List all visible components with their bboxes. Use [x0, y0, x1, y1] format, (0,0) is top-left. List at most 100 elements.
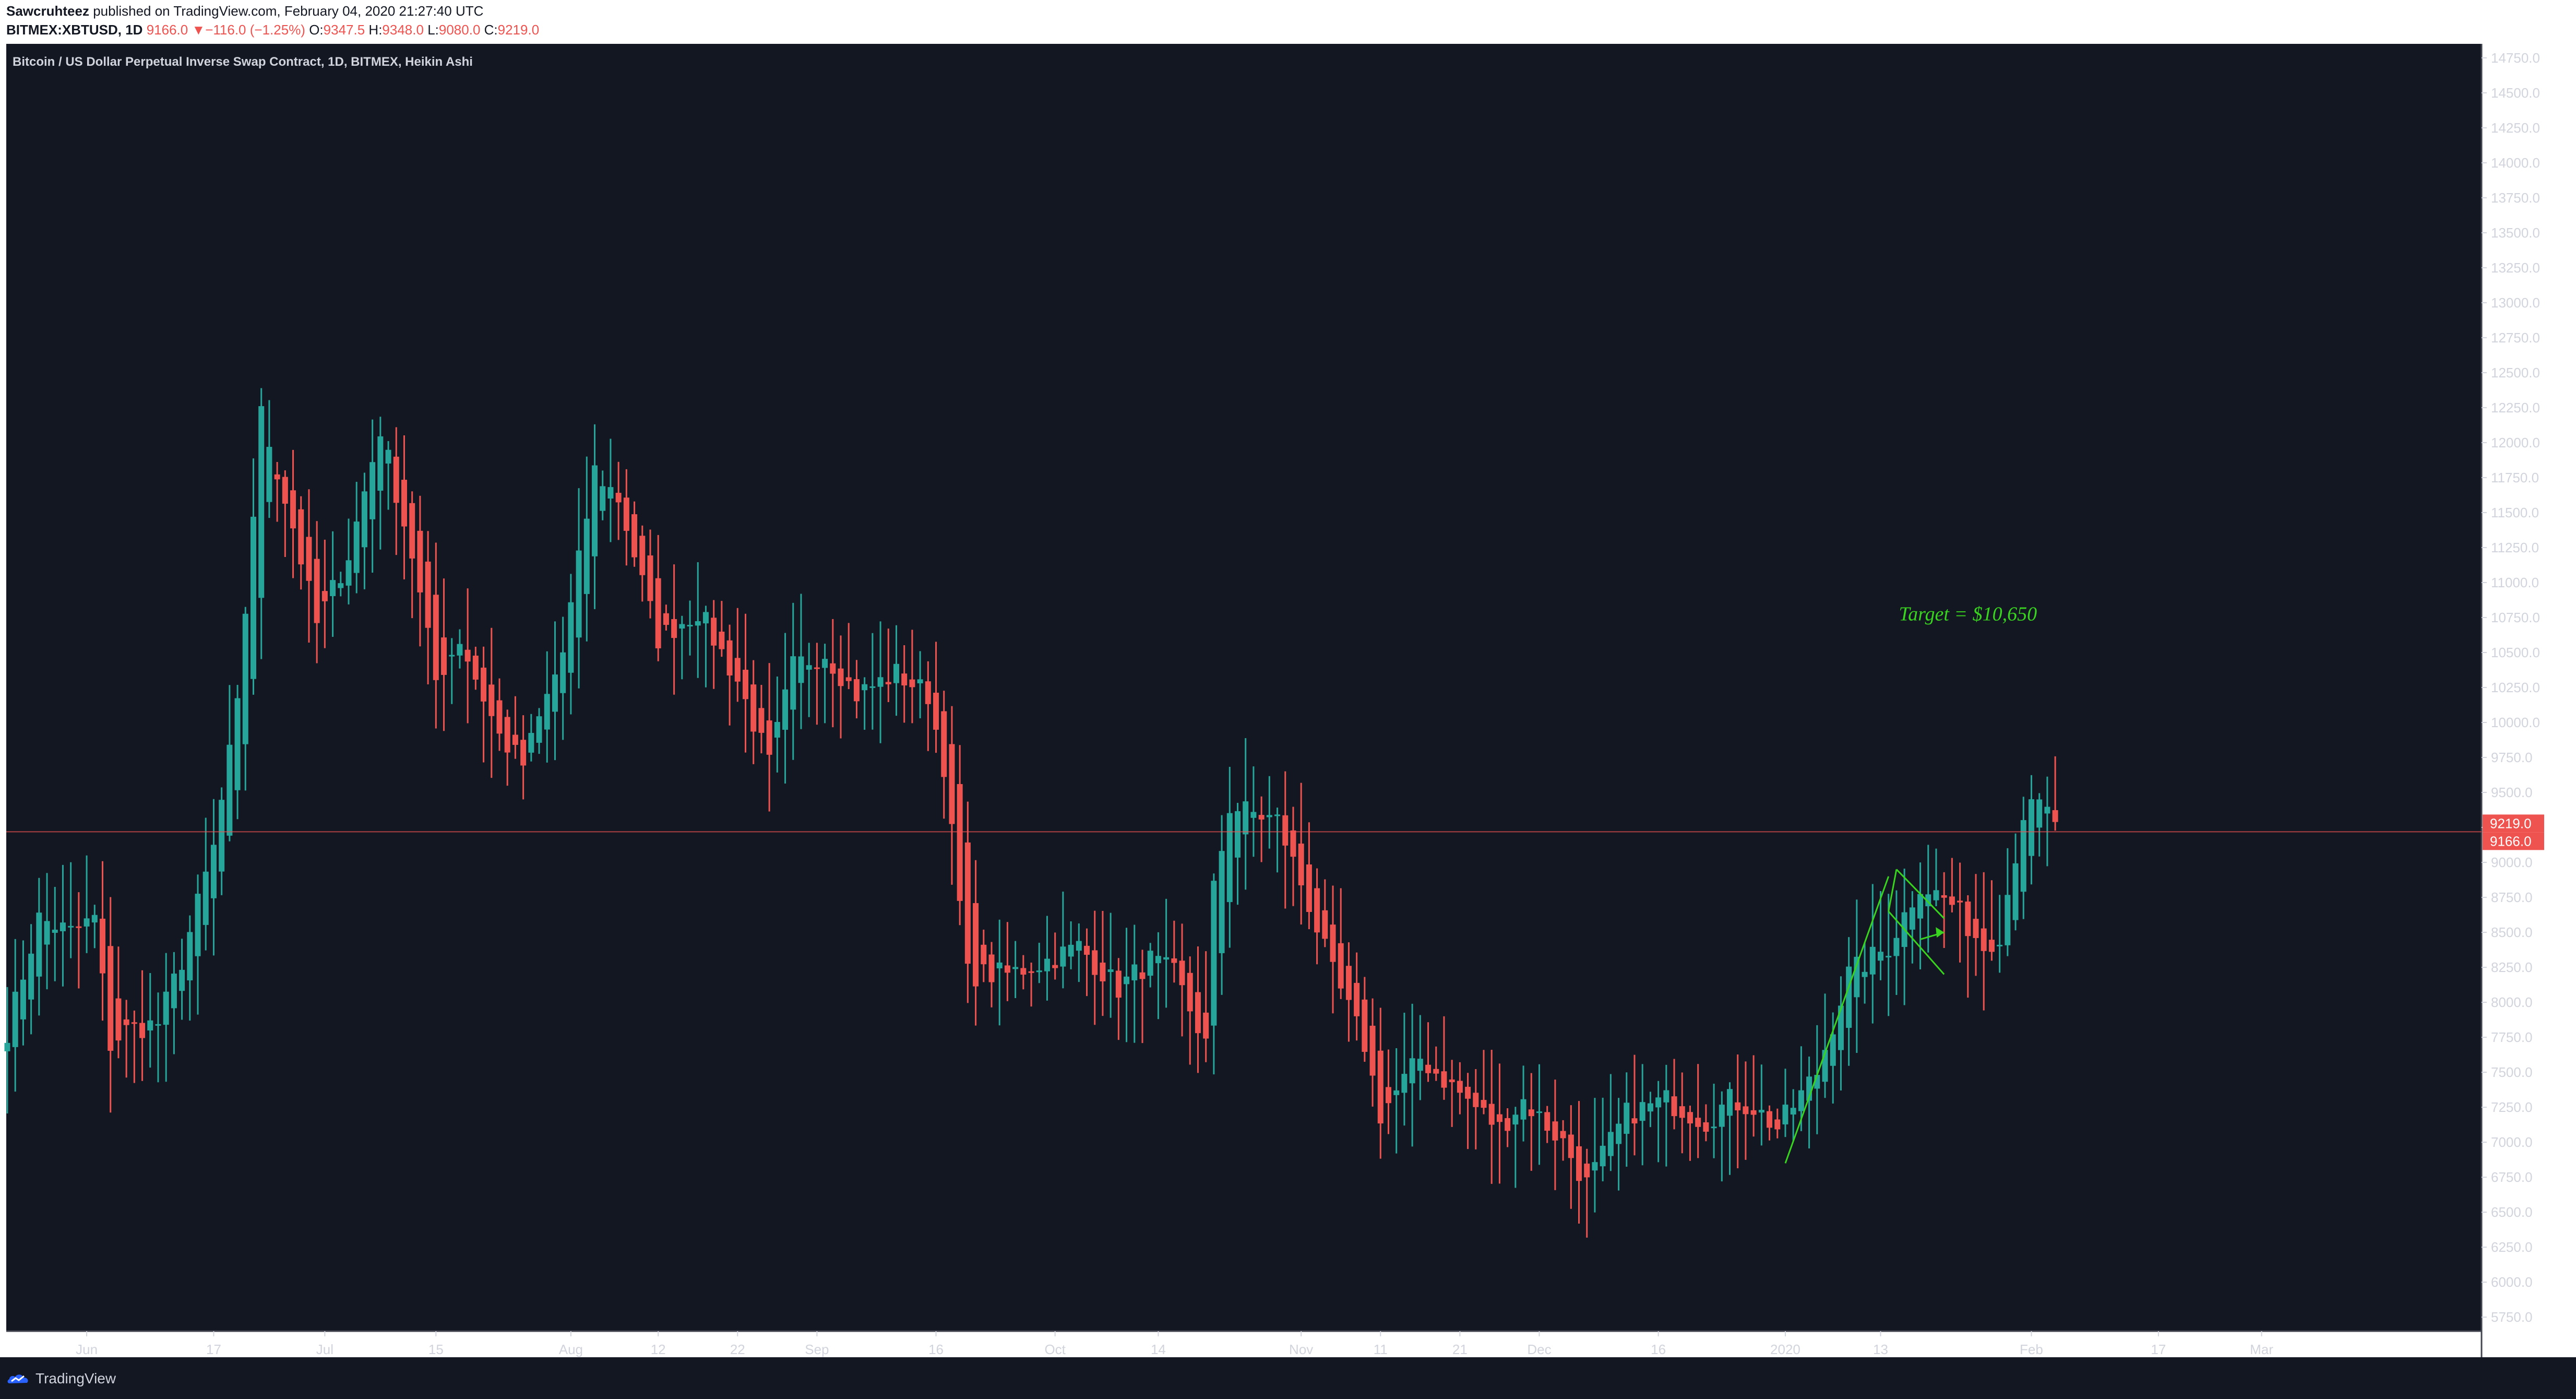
candle-body: [1774, 1119, 1781, 1130]
symbol-label[interactable]: BITMEX:XBTUSD, 1D: [6, 22, 143, 38]
target-annotation[interactable]: Target = $10,650: [1899, 603, 2037, 625]
candle-body: [377, 436, 384, 491]
grid-layer: [6, 44, 2483, 1357]
y-tick-label: 6000.0: [2491, 1274, 2533, 1290]
chart-frame: [6, 44, 2481, 1331]
candle-body: [1544, 1112, 1551, 1131]
candle-body: [306, 537, 312, 581]
tradingview-logo[interactable]: TradingView: [6, 1370, 116, 1387]
candle-body: [1877, 952, 1883, 961]
candle-body: [782, 689, 789, 730]
candle-body: [1345, 966, 1352, 1000]
candle-body: [496, 700, 503, 734]
candle-body: [250, 516, 256, 679]
candle-body: [338, 583, 344, 588]
candle-body: [1933, 890, 1939, 900]
candle-body: [1377, 1050, 1384, 1124]
candle-body: [592, 465, 598, 556]
candle-body: [1536, 1111, 1542, 1113]
candle-body: [1457, 1081, 1463, 1093]
candle-body: [1234, 811, 1241, 858]
candle-body: [1322, 910, 1328, 939]
time-axis[interactable]: Jun 17 Jul 15 Aug 12 22 Sep 16 Oct 14 Nov 11 21 Dec 16 2…: [76, 1331, 2273, 1357]
candle-body: [2020, 820, 2026, 892]
candle-body: [298, 509, 304, 565]
candle-body: [655, 578, 661, 648]
candle-body: [1798, 1090, 1804, 1111]
candle-body: [996, 962, 1003, 969]
candle-body: [52, 929, 58, 933]
candle-body: [1409, 1058, 1415, 1084]
candle-body: [1767, 1111, 1773, 1128]
y-tick-label: 7000.0: [2491, 1134, 2533, 1150]
candle-body: [171, 974, 177, 1009]
candle-body: [1663, 1090, 1669, 1102]
candle-body: [417, 530, 423, 592]
candle-body: [1100, 963, 1106, 981]
candle-body: [1616, 1123, 1622, 1144]
candle-body: [1822, 1050, 1828, 1082]
candle-body: [321, 591, 328, 601]
candle-body: [1997, 944, 2003, 946]
candle-body: [266, 447, 272, 502]
candle-body: [409, 503, 415, 559]
y-tick-label: 9000.0: [2491, 855, 2533, 870]
candle-body: [925, 681, 931, 704]
candle-body: [1481, 1100, 1487, 1108]
candle-body: [885, 682, 891, 684]
author-name[interactable]: Sawcruhteez: [6, 3, 89, 19]
candle-body: [1266, 815, 1272, 817]
candle-body: [766, 720, 772, 755]
candle-body: [155, 1024, 161, 1026]
x-tick-label: Sep: [805, 1342, 829, 1357]
candle-body: [520, 740, 527, 766]
y-tick-label: 14250.0: [2491, 120, 2540, 136]
candle-body: [742, 670, 748, 700]
candle-body: [115, 998, 122, 1041]
y-tick-label: 9500.0: [2491, 785, 2533, 800]
candle-body: [1981, 928, 1987, 951]
candle-body: [1726, 1089, 1733, 1116]
candle-body: [345, 560, 352, 586]
y-tick-label: 14500.0: [2491, 85, 2540, 101]
y-tick-label: 12500.0: [2491, 365, 2540, 381]
price-axis[interactable]: 5750.0 6000.0 6250.0 6500.0 6750.0 7000.0 7250…: [2482, 50, 2540, 1325]
low-value: 9080.0: [438, 22, 481, 38]
candle-body: [711, 618, 717, 646]
candle-body: [615, 493, 622, 503]
candle-body: [1124, 976, 1130, 985]
candle-body: [457, 644, 463, 656]
candle-body: [1695, 1118, 1701, 1127]
flag-channel-bottom: [1888, 910, 1945, 975]
candle-body: [973, 903, 979, 987]
candle-body: [607, 487, 614, 499]
candle-body: [1552, 1121, 1558, 1141]
candle-body: [639, 536, 646, 575]
last-price: 9166.0: [146, 22, 188, 38]
y-tick-label: 13500.0: [2491, 225, 2540, 241]
candle-body: [330, 580, 336, 596]
candle-body: [1107, 969, 1114, 972]
candle-body: [1711, 1127, 1717, 1129]
candle-body: [1425, 1064, 1432, 1073]
candle-body: [1925, 894, 1931, 907]
candle-body: [774, 722, 780, 738]
candle-body: [957, 784, 963, 901]
candle-body: [425, 561, 431, 628]
candle-body: [576, 550, 582, 638]
candle-body: [1488, 1104, 1495, 1125]
candle-body: [401, 480, 407, 527]
candle-body: [68, 926, 74, 928]
candle-body: [933, 692, 939, 730]
breakout-arrowhead: [1936, 927, 1945, 938]
candle-body: [1743, 1106, 1749, 1115]
candle-body: [1012, 967, 1019, 969]
candle-body: [91, 915, 98, 923]
annotation-layer: [1784, 869, 1945, 1164]
trend-line: [1784, 876, 1890, 1164]
candle-body: [1004, 965, 1010, 973]
close-price-tag-label: 9219.0: [2490, 815, 2532, 831]
candle-body: [481, 667, 487, 702]
candle-body: [1679, 1106, 1685, 1118]
